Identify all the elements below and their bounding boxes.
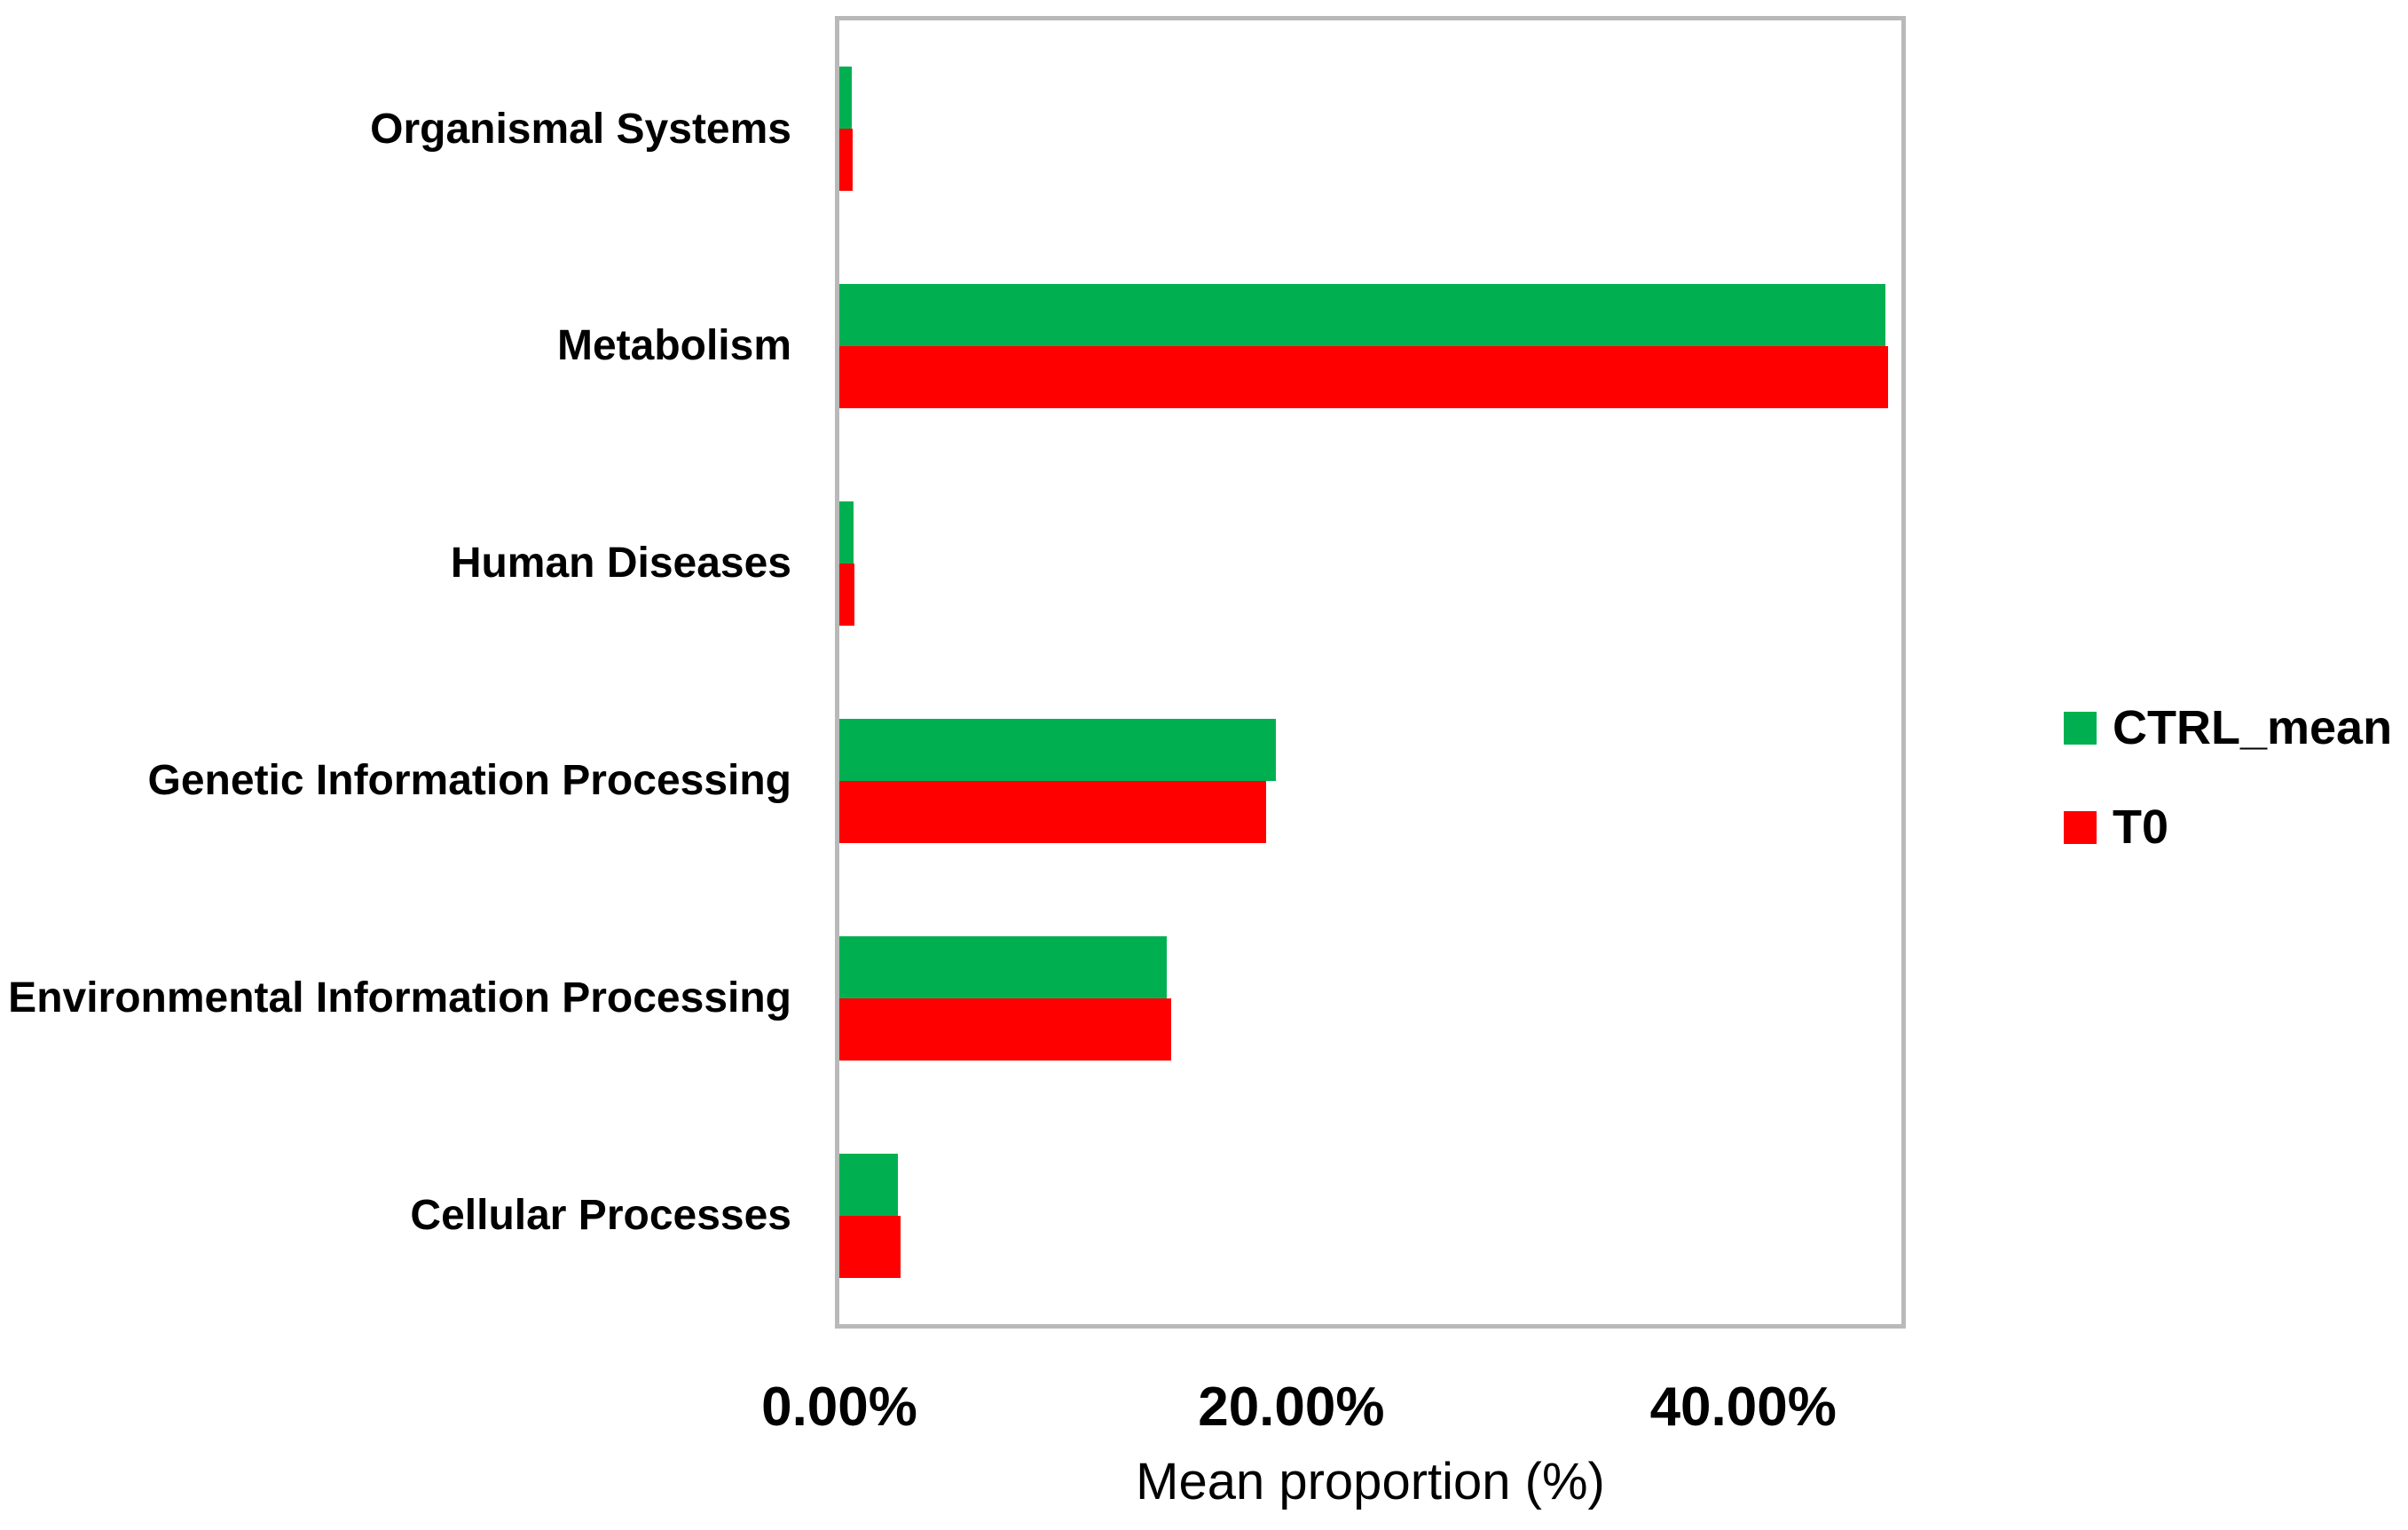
category-label: Cellular Processes [410,1191,791,1239]
category-label-cell: Cellular Processes [0,1107,806,1324]
category-label-cell: Environmental Information Processing [0,889,806,1107]
category-label-cell: Human Diseases [0,455,806,673]
category-label-cell: Organismal Systems [0,20,806,238]
category-band [839,672,1901,889]
category-band [839,1107,1901,1324]
bar-t0 [839,346,1888,409]
category-axis-labels: Organismal Systems Metabolism Human Diseas… [0,20,806,1324]
x-axis-tick-label: 0.00% [761,1376,917,1438]
category-band [839,455,1901,673]
bar-t0 [839,129,854,192]
category-label: Genetic Information Processing [147,757,791,805]
bar-t0 [839,780,1267,843]
category-band [839,20,1901,238]
category-label: Environmental Information Processing [8,974,791,1021]
legend-label: CTRL_mean [2113,701,2393,754]
legend-item: T0 [2064,800,2392,855]
category-band [839,238,1901,455]
x-axis-tick-label: 20.00% [1198,1376,1385,1438]
bar-ctrl_mean [839,501,854,564]
bar-ctrl_mean [839,718,1276,781]
legend-swatch-icon [2064,711,2097,745]
bar-ctrl_mean [839,67,852,130]
category-label: Metabolism [556,322,791,370]
bar-ctrl_mean [839,1153,899,1216]
plot-area [835,16,1906,1329]
legend-item: CTRL_mean [2064,700,2392,755]
bar-t0 [839,564,855,627]
bar-ctrl_mean [839,284,1886,347]
bar-t0 [839,998,1172,1061]
x-axis-title: Mean proportion (%) [1136,1453,1605,1510]
x-axis-ticks: 0.00% 20.00% 40.00% [761,1376,1901,1441]
legend-swatch-icon [2064,810,2097,844]
bar-ctrl_mean [839,935,1168,998]
legend-label: T0 [2113,800,2169,854]
category-label: Human Diseases [450,540,791,588]
category-band [839,889,1901,1107]
category-label-cell: Metabolism [0,238,806,455]
category-label: Organismal Systems [370,105,791,153]
bar-t0 [839,1215,901,1278]
category-label-cell: Genetic Information Processing [0,672,806,889]
x-axis-tick-label: 40.00% [1649,1376,1837,1438]
legend: CTRL_mean T0 [2064,700,2392,899]
